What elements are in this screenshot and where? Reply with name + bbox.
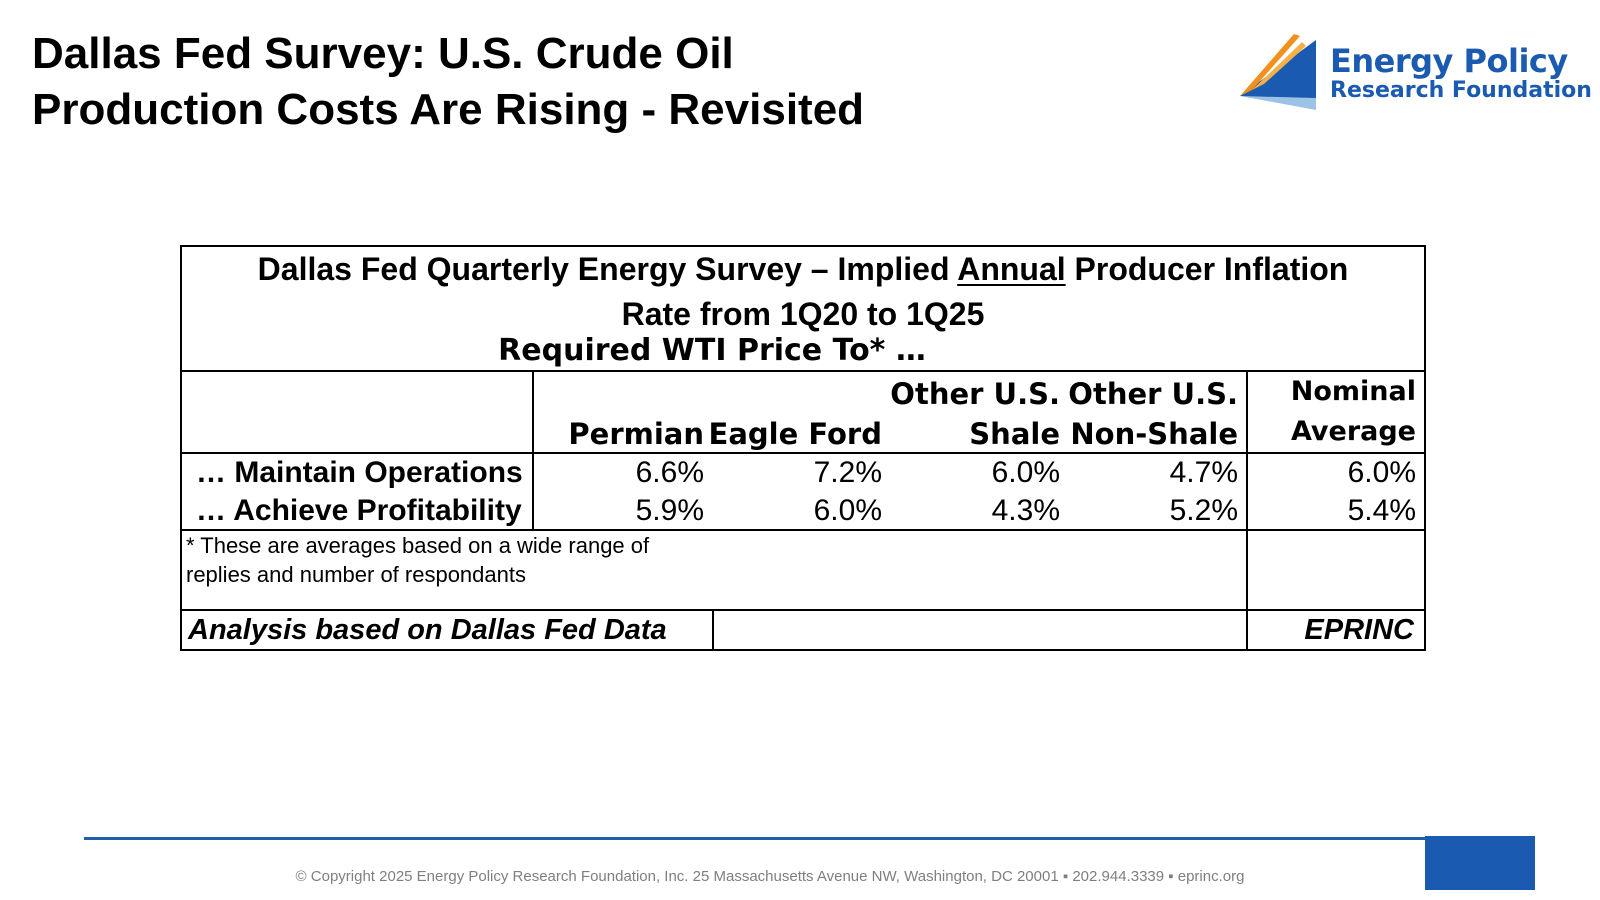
row-label-maintain: … Maintain Operations [196, 456, 523, 489]
table-title-part2: Producer Inflation [1065, 251, 1349, 287]
table-title-line1: Dallas Fed Quarterly Energy Survey – Imp… [182, 247, 1424, 292]
logo-text-line1: Energy Policy [1330, 42, 1568, 80]
slide-title-line2: Production Costs Are Rising - Revisited [32, 85, 865, 134]
table-subheader: Required WTI Price To* … [498, 333, 926, 368]
note-line1: * These are averages based on a wide ran… [186, 533, 650, 558]
footer-rule [84, 837, 1524, 840]
column-header-divider [182, 452, 1424, 454]
table-title-part1: Dallas Fed Quarterly Energy Survey – Imp… [257, 251, 958, 287]
cell-maintain-eagle-ford: 7.2% [813, 456, 882, 489]
row-label-profitability: … Achieve Profitability [196, 494, 522, 527]
col-header-nominal-average: Nominal Average [1290, 376, 1416, 447]
cell-maintain-permian: 6.6% [635, 456, 704, 489]
copyright-text: © Copyright 2025 Energy Policy Research … [295, 868, 1245, 885]
data-divider [182, 529, 1424, 531]
inflation-table: Dallas Fed Quarterly Energy Survey – Imp… [180, 245, 1426, 651]
cell-profit-average: 5.4% [1347, 494, 1416, 527]
cell-profit-eagle-ford: 6.0% [813, 494, 882, 527]
cell-maintain-other-non-shale: 4.7% [1169, 456, 1238, 489]
col-header-other-shale: Other U.S. Shale [890, 377, 1060, 451]
note-line2: replies and number of respondants [186, 562, 526, 587]
header-divider [182, 370, 1424, 372]
eprinc-logo: Energy Policy Research Foundation [1232, 26, 1592, 116]
cell-profit-permian: 5.9% [635, 494, 704, 527]
logo-sail-icon [1240, 34, 1316, 110]
col-header-other-non-shale: Other U.S. Non-Shale [1068, 377, 1238, 451]
table-source: Analysis based on Dallas Fed Data [188, 614, 667, 646]
cell-profit-other-shale: 4.3% [991, 494, 1060, 527]
table-attribution: EPRINC [1304, 614, 1414, 646]
cell-maintain-other-shale: 6.0% [991, 456, 1060, 489]
cell-maintain-average: 6.0% [1347, 456, 1416, 489]
footer-divider [182, 609, 1424, 611]
col-header-permian: Permian [568, 417, 704, 451]
table-note: * These are averages based on a wide ran… [186, 531, 649, 589]
slide-title-line1: Dallas Fed Survey: U.S. Crude Oil [32, 29, 734, 78]
logo-text-line2: Research Foundation [1330, 78, 1592, 103]
footer-accent-box [1425, 836, 1535, 890]
table-title-line2: Rate from 1Q20 to 1Q25 [621, 296, 985, 332]
cell-profit-other-non-shale: 5.2% [1169, 494, 1238, 527]
label-column-divider [532, 370, 534, 529]
col-header-eagle-ford: Eagle Ford [708, 417, 882, 451]
slide-title: Dallas Fed Survey: U.S. Crude Oil Produc… [32, 26, 1032, 138]
footer-cell-divider [712, 609, 714, 651]
average-column-divider [1246, 370, 1248, 651]
table-title-underlined: Annual [957, 251, 1066, 287]
